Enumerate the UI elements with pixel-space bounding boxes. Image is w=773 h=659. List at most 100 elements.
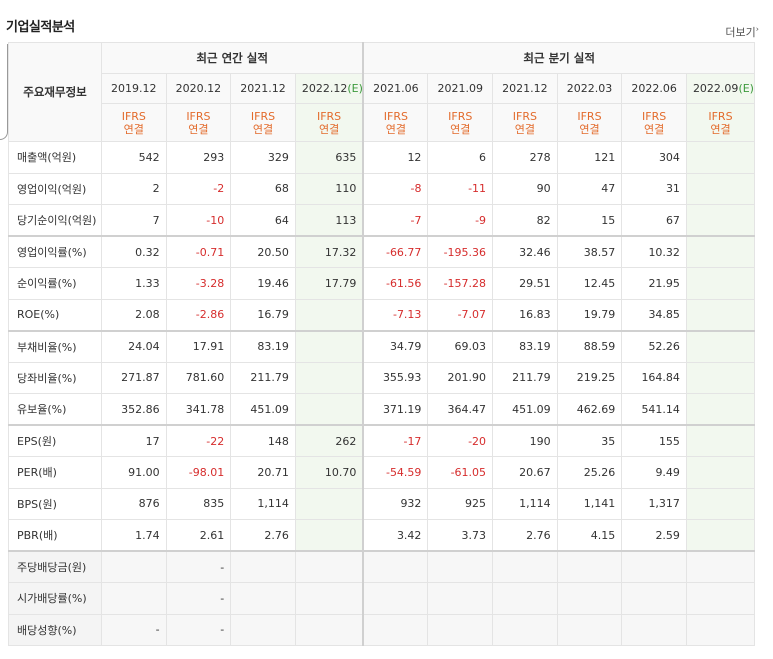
value-cell: 262: [294, 424, 364, 457]
value-cell: 7: [101, 204, 167, 237]
ifrs-badge: IFRS 연결: [230, 103, 296, 142]
table-row: 부채비율(%) 24.04 17.91 83.19 34.79 69.03 83.19 88.…: [8, 329, 756, 363]
value-cell: [294, 393, 364, 426]
period-header: 2021.12: [230, 73, 296, 104]
value-cell: 1,317: [621, 487, 687, 520]
value-cell: [294, 329, 364, 363]
value-cell: [685, 267, 756, 300]
value-cell: [685, 172, 756, 205]
value-cell: 211.79: [492, 361, 558, 394]
value-cell: -98.01: [165, 456, 232, 489]
value-cell: 15: [556, 204, 623, 237]
estimate-marker: (E): [347, 82, 363, 95]
period-header: 2019.12: [101, 73, 167, 104]
value-cell: -20: [427, 424, 494, 457]
period-label: 2020.12: [175, 82, 222, 95]
value-cell: -157.28: [427, 267, 494, 300]
value-cell: -8: [362, 172, 429, 205]
value-cell: 17.32: [294, 235, 364, 268]
value-cell: -: [101, 613, 167, 646]
row-label: 시가배당률(%): [8, 582, 102, 615]
value-cell: [101, 582, 167, 615]
table-row: 매출액(억원) 542 293 329 635 12 6 278 121 304: [8, 141, 756, 174]
value-cell: -0.71: [165, 235, 232, 268]
value-cell: 835: [165, 487, 232, 520]
value-cell: [685, 204, 756, 237]
row-label: 부채비율(%): [8, 329, 102, 363]
value-cell: 16.83: [492, 298, 558, 331]
value-cell: 451.09: [492, 393, 558, 426]
period-label: 2022.12: [301, 82, 348, 95]
value-cell: 20.67: [492, 456, 558, 489]
value-cell: 352.86: [101, 393, 167, 426]
table-row: 당좌비율(%) 271.87 781.60 211.79 355.93 201.90 211…: [8, 361, 756, 394]
table-row: 영업이익률(%) 0.32 -0.71 20.50 17.32 -66.77 -195.36…: [8, 235, 756, 268]
value-cell: 29.51: [492, 267, 558, 300]
value-cell: [362, 613, 429, 646]
value-cell: 17.79: [294, 267, 364, 300]
value-cell: 3.42: [362, 519, 429, 552]
row-label: 배당성향(%): [8, 613, 102, 646]
section-title: 기업실적분석: [6, 20, 75, 35]
value-cell: 69.03: [427, 329, 494, 363]
value-cell: 278: [492, 141, 558, 174]
value-cell: [294, 613, 364, 646]
value-cell: 2.59: [621, 519, 687, 552]
value-cell: 113: [294, 204, 364, 237]
value-cell: [556, 582, 623, 615]
value-cell: 17: [101, 424, 167, 457]
value-cell: 341.78: [165, 393, 232, 426]
value-cell: 31: [621, 172, 687, 205]
value-cell: -7: [362, 204, 429, 237]
value-cell: [685, 582, 756, 615]
period-header: 2022.09(E): [685, 73, 756, 104]
table-row: 시가배당률(%) -: [8, 582, 756, 615]
row-label: 영업이익(억원): [8, 172, 102, 205]
value-cell: -: [165, 550, 232, 583]
row-label: 당좌비율(%): [8, 361, 102, 394]
value-cell: 932: [362, 487, 429, 520]
value-cell: 110: [294, 172, 364, 205]
value-cell: [101, 550, 167, 583]
ifrs-badge: IFRS 연결: [556, 103, 623, 142]
value-cell: 90: [492, 172, 558, 205]
value-cell: [685, 329, 756, 363]
value-cell: [685, 613, 756, 646]
table-row: 영업이익(억원) 2 -2 68 110 -8 -11 90 47 31: [8, 172, 756, 205]
value-cell: 542: [101, 141, 167, 174]
value-cell: 17.91: [165, 329, 232, 363]
period-header: 2020.12: [165, 73, 232, 104]
value-cell: 4.15: [556, 519, 623, 552]
value-cell: 38.57: [556, 235, 623, 268]
value-cell: [427, 613, 494, 646]
value-cell: 1.33: [101, 267, 167, 300]
value-cell: [621, 582, 687, 615]
chevron-right-icon: ›: [755, 24, 759, 34]
value-cell: 876: [101, 487, 167, 520]
value-cell: 635: [294, 141, 364, 174]
row-label: 주당배당금(원): [8, 550, 102, 583]
value-cell: [685, 298, 756, 331]
ifrs-badge: IFRS 연결: [101, 103, 167, 142]
value-cell: -: [165, 582, 232, 615]
row-label: ROE(%): [8, 298, 102, 331]
value-cell: 355.93: [362, 361, 429, 394]
value-cell: 12.45: [556, 267, 623, 300]
table-row: 주당배당금(원) -: [8, 550, 756, 583]
period-label: 2019.12: [111, 82, 157, 95]
value-cell: 9.49: [621, 456, 687, 489]
value-cell: 304: [621, 141, 687, 174]
value-cell: 451.09: [230, 393, 296, 426]
value-cell: -9: [427, 204, 494, 237]
value-cell: -: [165, 613, 232, 646]
more-link[interactable]: 더보기›: [725, 24, 759, 39]
value-cell: -2: [165, 172, 232, 205]
value-cell: 32.46: [492, 235, 558, 268]
value-cell: 83.19: [230, 329, 296, 363]
period-label: 2022.09: [692, 82, 739, 95]
row-label: 매출액(억원): [8, 141, 102, 174]
value-cell: 1.74: [101, 519, 167, 552]
value-cell: 364.47: [427, 393, 494, 426]
value-cell: 64: [230, 204, 296, 237]
table-row: PER(배) 91.00 -98.01 20.71 10.70 -54.59 -61.05 2…: [8, 456, 756, 489]
